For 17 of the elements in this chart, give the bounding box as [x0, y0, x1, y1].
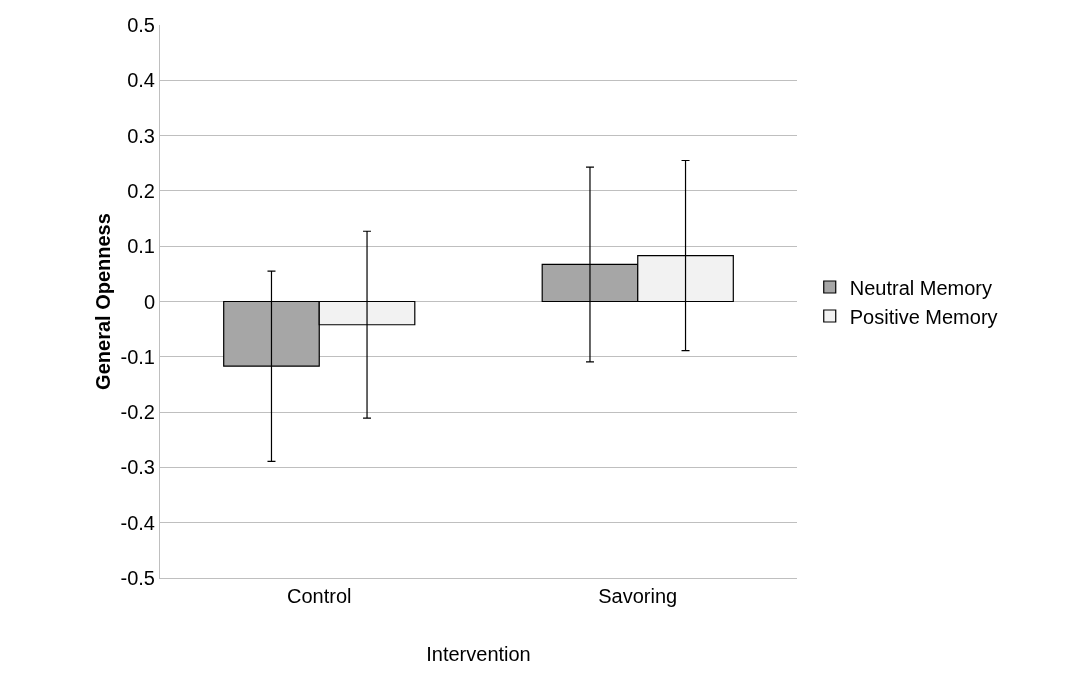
x-axis-title: Intervention	[426, 642, 531, 665]
y-tick-label: -0.4	[120, 511, 155, 534]
y-tick-label: -0.3	[120, 456, 155, 479]
y-tick-label: 0	[143, 290, 155, 313]
y-tick-label: -0.2	[120, 401, 155, 424]
x-tick-label: Savoring	[598, 585, 678, 607]
y-tick-label: 0.2	[127, 179, 155, 202]
legend-label: Neutral Memory	[849, 276, 993, 299]
y-tick-label: -0.1	[120, 345, 155, 368]
y-tick-label: 0.5	[127, 14, 155, 36]
y-tick-label: 0.1	[127, 235, 155, 258]
legend-label: Positive Memory	[849, 305, 998, 328]
x-tick-label: Control	[287, 585, 352, 607]
y-tick-label: 0.3	[127, 124, 155, 147]
y-tick-label: -0.5	[120, 567, 155, 589]
y-axis-title: General Openness	[92, 213, 114, 390]
y-tick-label: 0.4	[127, 69, 155, 92]
